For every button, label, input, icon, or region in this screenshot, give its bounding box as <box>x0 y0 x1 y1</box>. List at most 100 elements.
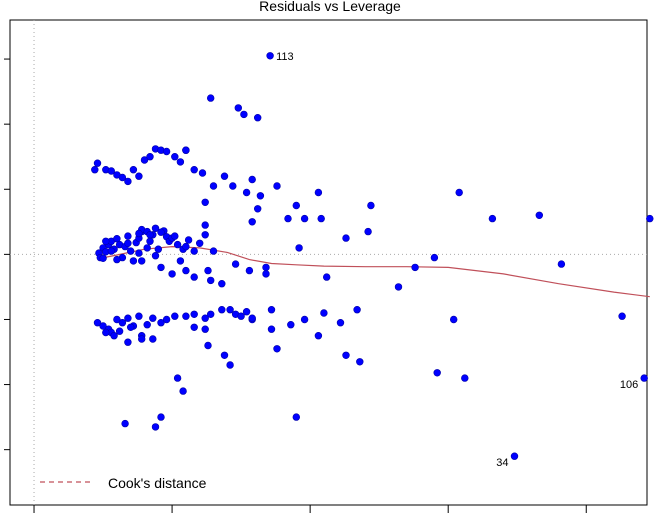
data-point <box>124 239 132 248</box>
data-point <box>218 280 226 288</box>
data-point <box>535 211 543 220</box>
data-point <box>190 310 198 318</box>
legend-label: Cook's distance <box>108 475 207 491</box>
data-point <box>157 228 165 236</box>
data-point <box>182 312 190 320</box>
data-point <box>292 413 300 421</box>
data-point <box>292 201 300 210</box>
data-point <box>342 351 350 359</box>
data-point <box>267 306 276 314</box>
data-point <box>209 182 218 190</box>
data-point <box>151 252 160 260</box>
data-point <box>93 159 102 167</box>
data-point <box>146 231 154 239</box>
data-point <box>450 315 458 324</box>
data-point <box>364 227 372 236</box>
data-point <box>201 231 209 239</box>
data-point <box>411 263 419 272</box>
point-label: 34 <box>496 457 508 469</box>
data-point <box>93 319 102 327</box>
data-point <box>557 260 566 268</box>
data-point <box>220 351 229 359</box>
data-point <box>124 338 132 346</box>
data-point <box>118 319 127 327</box>
data-point <box>207 310 215 318</box>
point-labels: 113 34 106 <box>276 51 638 469</box>
y-axis-ticks <box>4 58 10 451</box>
data-point <box>113 255 121 264</box>
data-point <box>149 314 157 322</box>
data-point <box>110 332 118 340</box>
point-label: 113 <box>276 51 294 63</box>
data-point <box>176 158 185 166</box>
data-point <box>118 173 127 182</box>
data-point <box>135 229 143 238</box>
data-point <box>287 321 295 329</box>
data-point <box>151 423 160 431</box>
data-point <box>182 146 190 154</box>
data-point <box>162 147 171 156</box>
data-point <box>140 156 149 164</box>
data-point <box>151 224 160 233</box>
data-point <box>179 387 187 395</box>
data-point <box>204 266 212 275</box>
data-point <box>394 283 403 291</box>
data-point <box>317 214 325 223</box>
data-point <box>143 244 151 252</box>
data-point <box>226 361 234 369</box>
data-point <box>173 374 182 382</box>
smoother-line <box>97 245 650 298</box>
data-point <box>124 314 132 322</box>
data-point <box>201 221 209 229</box>
data-point <box>129 257 138 265</box>
data-point <box>146 237 154 246</box>
data-point <box>99 254 107 262</box>
data-points <box>91 52 654 460</box>
chart-title: Residuals vs Leverage <box>259 0 401 14</box>
data-point <box>107 247 116 255</box>
data-point <box>273 345 281 353</box>
data-point <box>207 94 215 102</box>
data-point <box>226 306 234 314</box>
data-point <box>218 306 226 314</box>
data-point <box>367 201 375 210</box>
legend: Cook's distance <box>40 475 207 491</box>
data-point <box>201 198 209 207</box>
data-point <box>262 263 270 272</box>
data-point <box>433 369 441 377</box>
data-point <box>138 257 146 265</box>
labeled-data-point <box>510 452 519 460</box>
data-point <box>461 374 469 382</box>
data-point <box>190 166 198 174</box>
data-point <box>220 172 229 180</box>
data-point <box>209 247 218 255</box>
data-point <box>314 188 323 197</box>
data-point <box>115 327 124 335</box>
data-point <box>262 270 270 278</box>
data-point <box>323 273 331 281</box>
plot-frame <box>9 19 648 506</box>
data-point <box>248 314 256 322</box>
data-point <box>273 182 281 190</box>
data-point <box>314 332 323 340</box>
data-point <box>198 169 207 177</box>
data-point <box>455 188 463 197</box>
data-point <box>173 240 182 249</box>
data-point <box>138 335 146 343</box>
data-point <box>99 322 107 330</box>
data-point <box>176 257 185 265</box>
data-point <box>157 263 165 272</box>
data-point <box>204 341 212 350</box>
data-point <box>190 323 198 331</box>
data-point <box>143 321 151 329</box>
data-point <box>237 312 245 320</box>
data-point <box>154 245 163 253</box>
data-point <box>488 214 497 223</box>
data-point <box>295 244 303 252</box>
data-point <box>184 236 193 244</box>
data-point <box>618 312 626 320</box>
data-point <box>124 232 132 240</box>
data-point <box>234 104 243 112</box>
data-point <box>207 276 215 285</box>
data-point <box>171 312 179 320</box>
